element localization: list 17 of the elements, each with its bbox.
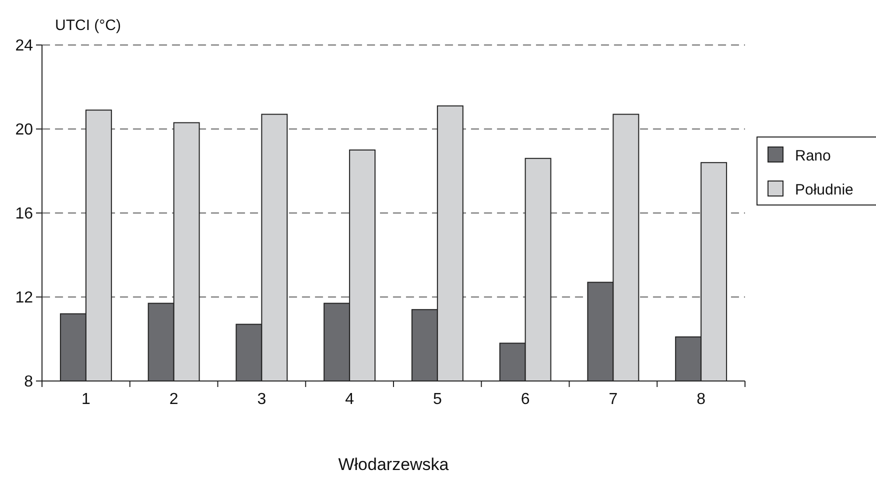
y-tick-label: 16 xyxy=(15,206,34,223)
legend-label: Rano xyxy=(795,147,831,164)
x-tick-label: 7 xyxy=(608,391,618,408)
y-axis-title: UTCI (°C) xyxy=(55,17,121,34)
x-tick-label: 3 xyxy=(257,391,266,408)
y-tick-label: 24 xyxy=(15,38,34,55)
y-tick-label: 12 xyxy=(15,290,34,307)
x-axis-title: Włodarzewska xyxy=(338,455,450,474)
y-tick-label: 8 xyxy=(24,374,34,391)
x-tick-label: 5 xyxy=(432,391,442,408)
x-tick-label: 6 xyxy=(520,391,530,408)
x-tick-label: 1 xyxy=(81,391,90,408)
x-tick-label: 2 xyxy=(169,391,178,408)
x-tick-label: 8 xyxy=(696,391,706,408)
y-tick-label: 20 xyxy=(15,122,34,139)
legend-label: Południe xyxy=(795,181,854,198)
x-tick-label: 4 xyxy=(345,391,354,408)
